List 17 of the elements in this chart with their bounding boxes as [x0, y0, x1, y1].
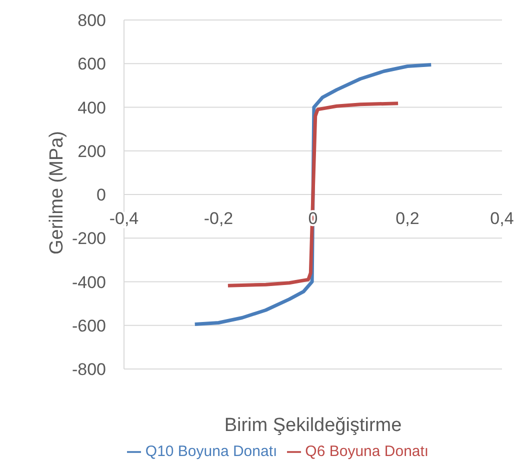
x-tick-label: 0,2 — [396, 209, 420, 228]
y-tick-label: -800 — [72, 360, 106, 380]
y-tick-label: -400 — [72, 272, 106, 292]
y-tick-label: 0 — [96, 186, 106, 205]
y-tick-label: 600 — [78, 54, 106, 74]
y-tick-label: 200 — [78, 142, 106, 161]
y-tick-label: 400 — [78, 98, 106, 118]
y-tick-label: -600 — [72, 316, 106, 336]
y-axis-title: Gerilme (MPa) — [46, 130, 68, 254]
legend-label: Q6 Boyuna Donatı — [305, 443, 429, 460]
x-tick-label: -0,4 — [109, 209, 139, 228]
legend-label: Q10 Boyuna Donatı — [145, 443, 278, 460]
y-tick-label: -200 — [72, 229, 106, 248]
y-tick-label: 800 — [78, 11, 106, 30]
x-tick-label: -0,2 — [204, 209, 234, 228]
x-tick-label: 0,4 — [490, 209, 514, 228]
x-axis-title: Birim Şekildeğiştirme — [224, 415, 402, 436]
